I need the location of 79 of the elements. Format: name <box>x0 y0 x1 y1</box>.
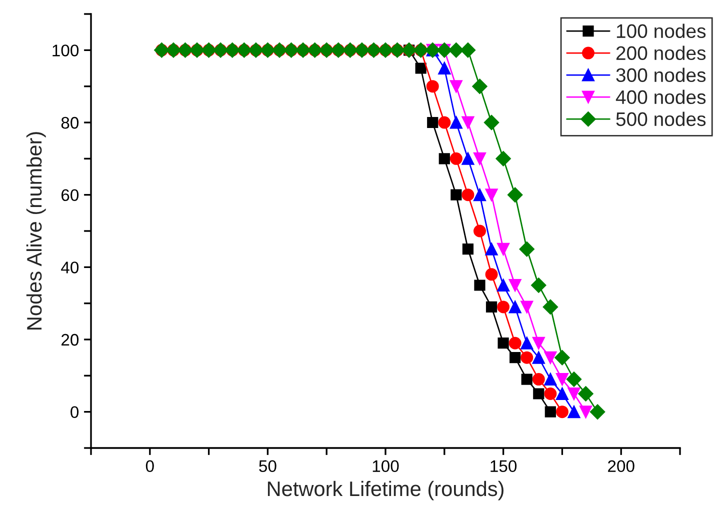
point <box>510 352 521 364</box>
point <box>508 336 522 350</box>
point <box>462 188 474 202</box>
x-tick-label: 100 <box>372 460 399 472</box>
point <box>544 406 556 418</box>
point <box>485 242 498 256</box>
point <box>544 351 557 364</box>
point <box>460 42 476 58</box>
y-tick-label: 100 <box>52 44 79 56</box>
point <box>508 300 522 314</box>
point <box>533 388 544 400</box>
point <box>448 42 464 58</box>
point <box>415 62 426 74</box>
y-tick-label: 60 <box>62 189 79 202</box>
point <box>450 80 462 93</box>
point <box>496 151 511 166</box>
y-tick-label: 40 <box>61 262 79 274</box>
point <box>438 153 450 164</box>
point <box>556 388 568 400</box>
point <box>568 388 580 400</box>
point <box>532 351 545 364</box>
x-axis-title: Network Lifetime (rounds) <box>268 480 504 500</box>
point <box>531 278 546 293</box>
point <box>497 300 510 314</box>
point <box>473 224 486 238</box>
point <box>520 300 534 314</box>
point <box>544 388 557 400</box>
point <box>474 280 486 291</box>
y-tick-label: 80 <box>61 116 79 129</box>
point <box>497 279 510 292</box>
point <box>472 78 488 94</box>
point <box>556 406 568 418</box>
point <box>520 336 534 350</box>
point <box>486 301 498 313</box>
y-tick-label: 20 <box>61 334 79 346</box>
point <box>519 242 534 257</box>
point <box>544 373 557 386</box>
point <box>485 268 498 281</box>
y-axis-title: Nodes Alive (number) <box>26 132 46 330</box>
point <box>580 406 592 418</box>
point <box>532 336 545 350</box>
point <box>427 116 438 128</box>
point <box>462 116 474 129</box>
legend-label: 100 nodes <box>616 24 706 38</box>
point <box>590 404 606 420</box>
point <box>438 62 451 74</box>
point <box>497 242 510 256</box>
point <box>485 188 498 202</box>
point <box>521 374 532 385</box>
point <box>578 386 594 402</box>
point <box>462 244 474 255</box>
legend-label: 200 nodes <box>616 46 706 60</box>
point <box>532 373 545 386</box>
point <box>473 152 486 165</box>
point <box>542 299 558 315</box>
legend-label: 500 nodes <box>616 112 706 126</box>
point <box>450 152 462 165</box>
point <box>438 116 451 129</box>
point <box>426 80 439 93</box>
point <box>568 406 580 418</box>
point <box>462 152 474 165</box>
point <box>520 351 534 364</box>
x-tick-label: 50 <box>259 460 276 472</box>
x-tick-label: 150 <box>490 460 517 472</box>
y-tick-label: 0 <box>70 406 79 418</box>
point <box>554 350 570 366</box>
point <box>484 114 500 130</box>
point <box>566 372 582 387</box>
point <box>450 116 462 129</box>
legend-label: 400 nodes <box>616 90 706 104</box>
point <box>508 279 522 292</box>
point <box>473 188 486 202</box>
point <box>508 187 523 202</box>
legend-label: 300 nodes <box>616 68 706 82</box>
point <box>450 189 462 200</box>
x-tick-label: 200 <box>608 460 634 472</box>
x-tick-label: 0 <box>146 460 154 472</box>
point <box>556 373 568 386</box>
point <box>498 338 509 349</box>
